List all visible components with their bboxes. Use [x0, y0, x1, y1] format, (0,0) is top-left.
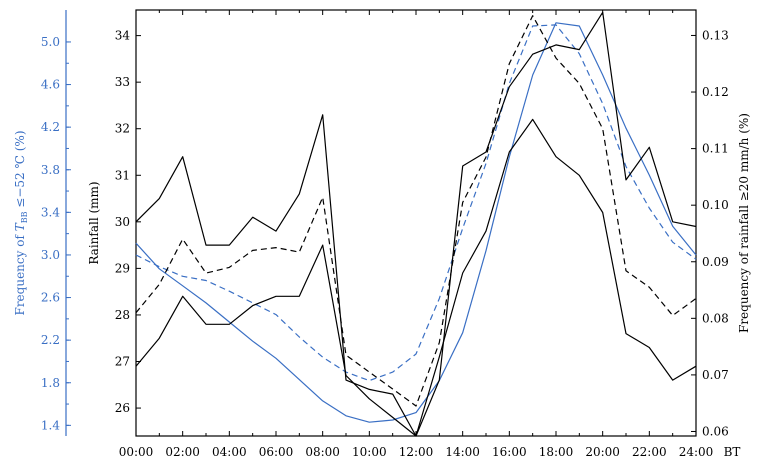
right-tick-label: 0.13 [702, 28, 729, 42]
left-outer-tick-label: 1.4 [41, 418, 60, 432]
left-outer-tick-label: 3.4 [41, 205, 60, 219]
left-outer-tick-label: 4.6 [41, 78, 60, 92]
series-line-3 [135, 11, 697, 437]
x-tick-label: 00:00 [119, 445, 154, 459]
x-tick-label: 16:00 [492, 445, 527, 459]
x-tick-label: 12:00 [399, 445, 434, 459]
left-outer-tick-label: 3.0 [41, 248, 60, 262]
x-tick-label: 22:00 [632, 445, 667, 459]
left-outer-tick-label: 1.8 [41, 376, 60, 390]
right-tick-label: 0.06 [702, 424, 729, 438]
x-tick-label: 02:00 [165, 445, 200, 459]
left-outer-tick-label: 3.8 [41, 163, 60, 177]
left-outer-tick-label: 5.0 [41, 35, 60, 49]
left-inner-tick-label: 32 [115, 122, 130, 136]
x-tick-label: 06:00 [259, 445, 294, 459]
left-inner-tick-label: 28 [115, 308, 130, 322]
series-line-2 [135, 24, 697, 382]
right-tick-label: 0.07 [702, 368, 729, 382]
x-tick-label: 24:00 [679, 445, 714, 459]
x-tick-label: 20:00 [585, 445, 620, 459]
left-inner-tick-label: 29 [115, 261, 130, 275]
right-tick-label: 0.09 [702, 255, 729, 269]
series-line-1 [135, 22, 697, 423]
x-axis-suffix: BT [724, 445, 741, 459]
left-inner-tick-label: 27 [115, 355, 130, 369]
right-tick-label: 0.12 [702, 85, 729, 99]
left-inner-tick-label: 31 [115, 168, 130, 182]
x-tick-label: 08:00 [305, 445, 340, 459]
right-tick-label: 0.10 [702, 198, 729, 212]
series-line-4 [135, 15, 697, 407]
left-inner-tick-label: 33 [115, 75, 130, 89]
left-outer-tick-label: 4.2 [41, 120, 60, 134]
series-line-5 [135, 118, 697, 437]
right-tick-label: 0.11 [702, 142, 729, 156]
x-tick-label: 18:00 [539, 445, 574, 459]
plot-frame [135, 9, 697, 437]
left-outer-tick-label: 2.2 [41, 333, 60, 347]
left-inner-tick-label: 30 [115, 215, 130, 229]
left-outer-axis-label: Frequency of TBB ≤−52 ℃ (%) [13, 131, 29, 316]
left-outer-tick-label: 2.6 [41, 291, 60, 305]
left-inner-tick-label: 26 [115, 401, 130, 415]
right-axis-label: Frequency of rainfall ≥20 mm/h (%) [737, 113, 751, 333]
x-tick-label: 10:00 [352, 445, 387, 459]
right-tick-label: 0.08 [702, 311, 729, 325]
left-inner-tick-label: 34 [115, 29, 131, 43]
x-tick-label: 04:00 [212, 445, 247, 459]
x-tick-label: 14:00 [445, 445, 480, 459]
left-inner-axis-label: Rainfall (mm) [87, 181, 101, 264]
